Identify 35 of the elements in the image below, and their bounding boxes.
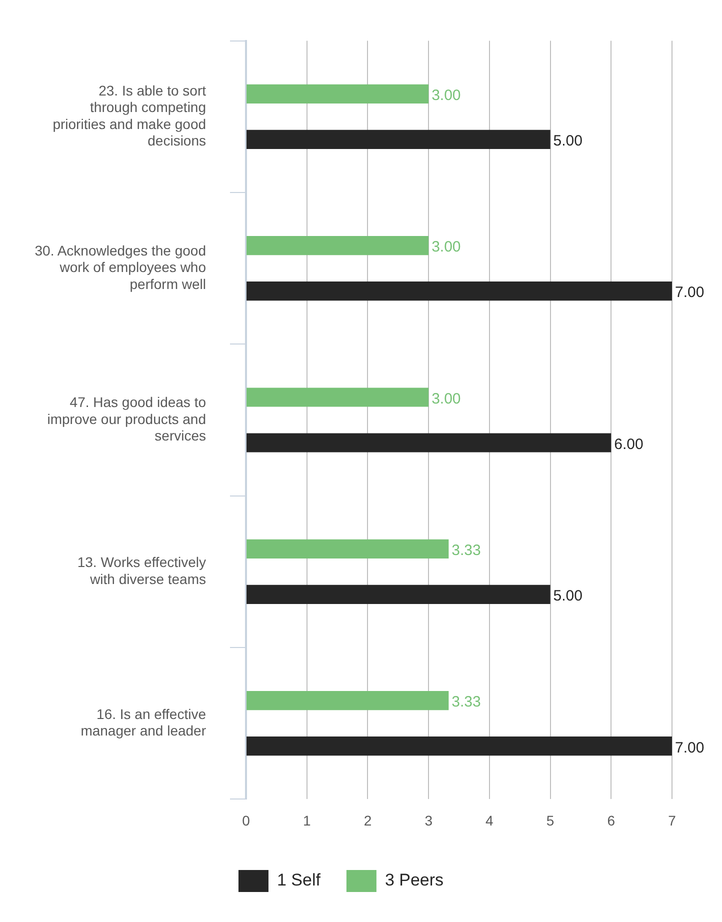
bar [246,388,429,407]
bar [246,282,672,301]
x-tick-label: 6 [607,812,616,828]
x-tick-label: 4 [486,812,494,828]
x-tick-label: 2 [364,812,372,828]
bar [246,433,612,452]
x-tick-label: 5 [546,812,554,828]
bar [246,236,429,256]
data-label: 3.00 [432,390,461,408]
x-tick-label: 3 [424,812,433,828]
data-label: 7.00 [675,739,704,756]
y-tick-label: 23. Is able to sort through competing priorities and make good decisions [52,82,206,149]
bar [246,584,550,604]
data-label: 3.00 [432,238,461,256]
bar [246,691,449,710]
y-tick-label: 13. Works effectively with diverse teams [77,554,206,587]
data-label: 5.00 [553,132,582,150]
data-label: 3.33 [452,542,481,560]
x-tick-label: 0 [242,812,250,828]
bar [246,130,550,149]
y-tick-label: 30. Acknowledges the good work of employees who perform well [34,242,206,292]
bar [246,539,449,558]
bar [246,736,672,756]
data-label: 6.00 [614,436,644,453]
bar [246,84,429,104]
data-label: 7.00 [675,284,704,302]
y-tick-label: 16. Is an effective manager and leader [80,706,206,739]
data-label: 3.33 [452,694,481,711]
x-tick-label: 1 [302,812,311,828]
legend-label: 1 Self [276,870,321,890]
data-label: 5.00 [553,588,582,605]
legend-label: 3 Peers [384,870,444,890]
data-label: 3.00 [432,87,461,104]
x-tick-label: 7 [668,812,676,828]
y-tick-label: 47. Has good ideas to improve our products and services [47,394,206,444]
